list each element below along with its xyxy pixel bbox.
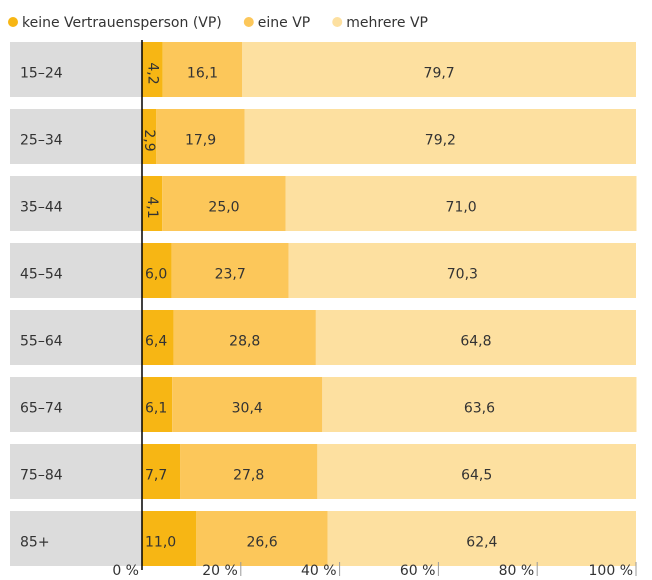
data-label: 7,7 xyxy=(145,468,167,484)
row-label-background xyxy=(10,444,142,499)
bar-segment xyxy=(242,42,637,97)
bar-segment xyxy=(142,42,163,97)
legend-label: keine Vertrauensperson (VP) xyxy=(22,15,222,31)
bar-segment xyxy=(180,444,318,499)
data-label: 17,9 xyxy=(185,133,216,149)
row-label-background xyxy=(10,377,142,432)
data-label: 26,6 xyxy=(246,535,277,551)
y-tick-label: 15–24 xyxy=(20,66,63,82)
legend-swatch xyxy=(332,17,343,27)
x-tick-label: 20 % xyxy=(202,563,238,579)
y-tick-label: 25–34 xyxy=(20,133,63,149)
data-label: 63,6 xyxy=(464,401,495,417)
bar-segment xyxy=(244,109,636,164)
y-tick-label: 65–74 xyxy=(20,401,63,417)
data-label: 6,1 xyxy=(145,401,167,417)
bar-segment xyxy=(317,444,636,499)
bar-segment xyxy=(142,310,174,365)
row-label-background xyxy=(10,310,142,365)
bar-segment xyxy=(196,511,328,566)
bar-segment xyxy=(322,377,637,432)
data-label: 30,4 xyxy=(232,401,263,417)
bar-segment xyxy=(156,109,245,164)
bar-segment xyxy=(162,42,243,97)
data-label: 25,0 xyxy=(208,200,239,216)
bar-segment xyxy=(142,511,197,566)
bar-segment xyxy=(142,377,173,432)
data-label: 11,0 xyxy=(145,535,176,551)
bar-segment xyxy=(142,109,157,164)
bar-segment xyxy=(173,310,316,365)
y-tick-label: 45–54 xyxy=(20,267,63,283)
bar-segment xyxy=(315,310,636,365)
row-label-background xyxy=(10,42,142,97)
x-tick-label: 80 % xyxy=(499,563,535,579)
y-tick-label: 75–84 xyxy=(20,468,63,484)
legend-label: eine VP xyxy=(258,15,310,31)
bar-segment xyxy=(171,243,289,298)
data-label: 64,5 xyxy=(461,468,492,484)
y-tick-label: 85+ xyxy=(20,535,50,551)
data-label: 62,4 xyxy=(466,535,497,551)
data-label: 6,4 xyxy=(145,334,167,350)
y-tick-label: 35–44 xyxy=(20,200,63,216)
bar-segment xyxy=(162,176,286,231)
data-label: 27,8 xyxy=(233,468,264,484)
y-tick-label: 55–64 xyxy=(20,334,63,350)
row-label-background xyxy=(10,109,142,164)
bar-segment xyxy=(142,444,181,499)
data-label: 23,7 xyxy=(215,267,246,283)
row-label-background xyxy=(10,243,142,298)
row-label-background xyxy=(10,176,142,231)
data-label: 71,0 xyxy=(446,200,477,216)
x-tick-label: 40 % xyxy=(301,563,337,579)
x-tick-label: 100 % xyxy=(589,563,633,579)
legend-label: mehrere VP xyxy=(346,15,428,31)
data-label: 70,3 xyxy=(447,267,478,283)
legend-swatch xyxy=(8,17,18,27)
bar-segment xyxy=(142,176,163,231)
bar-segment xyxy=(327,511,636,566)
data-label: 79,2 xyxy=(425,133,456,149)
data-label: 6,0 xyxy=(145,267,167,283)
data-label: 2,9 xyxy=(141,129,157,151)
data-label: 64,8 xyxy=(460,334,491,350)
data-label: 4,1 xyxy=(144,196,160,218)
data-label: 4,2 xyxy=(144,62,160,84)
x-tick-label: 60 % xyxy=(400,563,436,579)
bar-segment xyxy=(285,176,637,231)
x-tick-label: 0 % xyxy=(112,563,139,579)
bar-segment xyxy=(172,377,323,432)
data-label: 28,8 xyxy=(229,334,260,350)
data-label: 16,1 xyxy=(187,66,218,82)
row-label-background xyxy=(10,511,142,566)
bar-segment xyxy=(142,243,172,298)
legend-swatch xyxy=(243,17,254,27)
bar-segment xyxy=(288,243,636,298)
data-label: 79,7 xyxy=(424,66,455,82)
